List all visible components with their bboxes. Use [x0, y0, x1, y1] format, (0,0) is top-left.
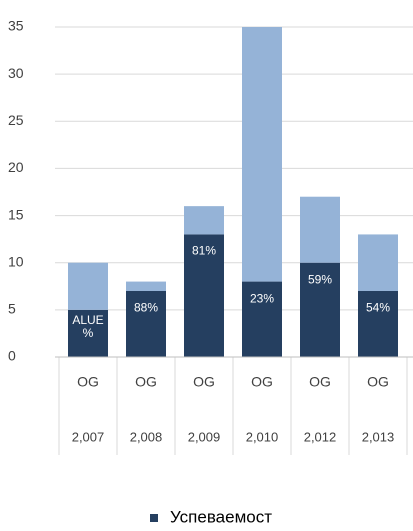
bar-segment [358, 234, 398, 291]
bar-segment [184, 234, 224, 357]
bar-label: ALUE % [72, 312, 104, 340]
bar-segment [300, 262, 340, 357]
bar-label: 23% [249, 291, 275, 306]
x-tick-label: OG [309, 374, 331, 390]
x-group-label: 2,008 [130, 429, 163, 444]
bar-segment [126, 291, 166, 357]
bar-segment [184, 206, 224, 235]
bar-segment [358, 291, 398, 357]
y-tick-label: 20 [8, 159, 24, 175]
y-tick-label: 25 [8, 112, 24, 128]
bar-label: 81% [191, 243, 217, 258]
bar-label: 88% [133, 300, 159, 315]
legend-swatch [150, 514, 158, 522]
x-tick-label: OG [367, 374, 389, 390]
x-tick-label: OG [251, 374, 273, 390]
bar-segment [300, 196, 340, 263]
bar-label: 54% [365, 300, 391, 315]
legend-label: Успеваемост [170, 507, 272, 526]
y-tick-label: 0 [8, 348, 16, 364]
x-group-label: 2,009 [188, 429, 221, 444]
x-group-label: 2,007 [72, 429, 105, 444]
x-tick-label: OG [135, 374, 157, 390]
x-group-label: 2,012 [304, 429, 337, 444]
y-tick-label: 35 [8, 18, 24, 34]
bar-segment [68, 262, 108, 310]
x-tick-label: OG [77, 374, 99, 390]
x-group-label: 2,010 [246, 429, 279, 444]
x-group-label: 2,013 [362, 429, 395, 444]
bar-segment [126, 281, 166, 291]
bar-label: 59% [307, 272, 333, 287]
y-tick-label: 30 [8, 65, 24, 81]
y-tick-label: 10 [8, 253, 24, 269]
bar-segment [68, 309, 108, 357]
x-tick-label: OG [193, 374, 215, 390]
bar-segment [242, 27, 282, 282]
bar-segment [242, 281, 282, 357]
y-tick-label: 15 [8, 206, 24, 222]
y-tick-label: 5 [8, 301, 16, 317]
